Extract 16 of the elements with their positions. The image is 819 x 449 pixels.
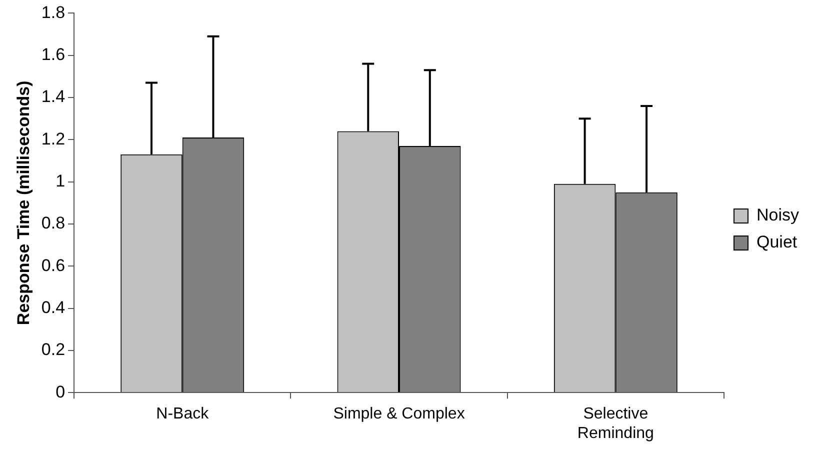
- y-tick-label: 0: [56, 382, 66, 402]
- y-tick-label: 1.8: [41, 2, 66, 22]
- legend-label: Noisy: [756, 206, 800, 225]
- y-tick-label: 0.4: [41, 298, 66, 317]
- y-tick-label: 1.6: [41, 45, 66, 64]
- y-tick-label: 0.8: [41, 214, 66, 233]
- y-tick-label: 0.2: [41, 340, 66, 360]
- x-tick-label: Selective Reminding: [577, 406, 654, 442]
- legend-label: Quiet: [756, 232, 798, 252]
- y-axis-title: Response Time (milliseconds): [14, 80, 33, 326]
- y-tick-label: 0.6: [41, 256, 66, 275]
- y-tick-label: 1.2: [41, 129, 66, 148]
- x-tick-label: N-Back: [156, 406, 210, 423]
- x-tick-label: Simple & Complex: [333, 406, 465, 423]
- y-tick-label: 1.4: [41, 87, 66, 106]
- y-tick-label: 1: [56, 172, 66, 191]
